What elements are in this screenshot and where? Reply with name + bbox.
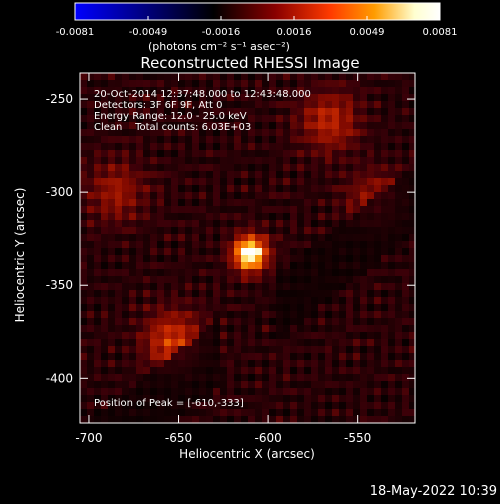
annotation-detectors: Detectors: 3F 6F 9F, Att 0 [94, 100, 222, 111]
colorbar: -0.0081 -0.0049 -0.0016 0.0016 0.0049 0.0081 … [56, 2, 458, 53]
annotation-energy-range: Energy Range: 12.0 - 25.0 keV [94, 111, 247, 122]
annotation-clean-counts: Clean Total counts: 6.03E+03 [94, 122, 251, 133]
plot-title: Reconstructed RHESSI Image [140, 54, 359, 72]
image-area [80, 73, 415, 423]
annotation-time-range: 20-Oct-2014 12:37:48.000 to 12:43:48.000 [94, 89, 311, 100]
x-tick-label: -650 [165, 431, 192, 445]
y-tick-label: -350 [46, 278, 73, 292]
x-tick-label: -550 [344, 431, 371, 445]
timestamp: 18-May-2022 10:39 [370, 484, 497, 499]
y-tick-label: -300 [46, 185, 73, 199]
colorbar-ticks: -0.0081 -0.0049 -0.0016 0.0016 0.0049 0.0081 [56, 16, 458, 38]
plot-frame [79, 72, 416, 424]
y-axis-label: Heliocentric Y (arcsec) [13, 188, 27, 323]
image-pixels [80, 73, 415, 423]
colorbar-tick-label: 0.0016 [277, 27, 312, 38]
colorbar-tick-label: -0.0081 [56, 27, 95, 38]
colorbar-gradient [74, 2, 441, 21]
y-tick-label: -250 [46, 92, 73, 106]
colorbar-tick-label: -0.0016 [202, 27, 241, 38]
y-tick-label: -400 [46, 371, 73, 385]
x-tick-label: -600 [254, 431, 281, 445]
colorbar-units: (photons cm⁻² s⁻¹ asec⁻²) [148, 40, 290, 53]
colorbar-tick-label: -0.0049 [129, 27, 168, 38]
colorbar-tick-label: 0.0081 [423, 27, 458, 38]
peak-position-label: Position of Peak = [-610,-333] [94, 398, 244, 409]
y-axis-ticks: -250 -300 -350 -400 [46, 92, 415, 385]
x-axis-label: Heliocentric X (arcsec) [179, 447, 315, 461]
colorbar-tick-label: 0.0049 [350, 27, 385, 38]
annotation-block: 20-Oct-2014 12:37:48.000 to 12:43:48.000… [94, 89, 311, 133]
x-tick-label: -700 [75, 431, 102, 445]
x-axis-ticks: -700 -650 -600 -550 [75, 73, 371, 445]
